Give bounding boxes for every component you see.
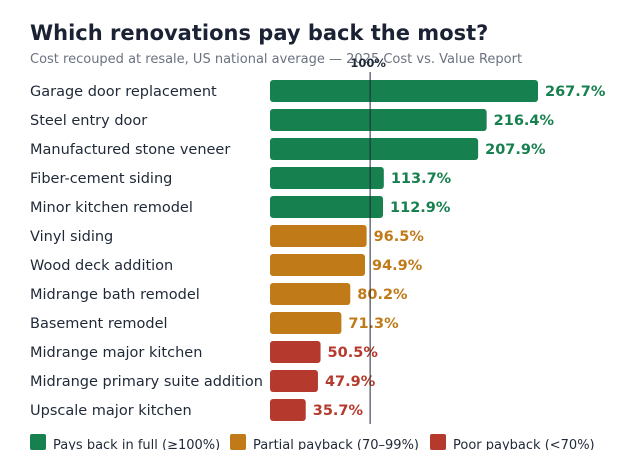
reference-line-label: 100% (350, 56, 386, 70)
chart-subtitle: Cost recouped at resale, US national ave… (30, 52, 522, 67)
bar (270, 370, 318, 392)
bar (270, 80, 538, 102)
value-label: 207.9% (485, 142, 546, 158)
category-label: Upscale major kitchen (30, 403, 192, 419)
category-label: Midrange major kitchen (30, 345, 202, 361)
bar (270, 312, 342, 334)
bar (270, 167, 384, 189)
bar (270, 109, 487, 131)
bar (270, 341, 321, 363)
value-label: 71.3% (348, 316, 399, 332)
bar (270, 138, 479, 160)
category-label: Steel entry door (30, 113, 147, 129)
value-label: 35.7% (313, 403, 364, 419)
category-label: Midrange bath remodel (30, 287, 200, 303)
category-label: Midrange primary suite addition (30, 374, 263, 390)
category-label: Vinyl siding (30, 229, 113, 245)
category-label: Minor kitchen remodel (30, 200, 193, 216)
value-label: 216.4% (494, 113, 555, 129)
bar (270, 254, 366, 276)
value-label: 267.7% (545, 84, 606, 100)
legend-label: Poor payback (<70%) (453, 438, 595, 450)
category-label: Garage door replacement (30, 84, 217, 100)
value-label: 94.9% (372, 258, 423, 274)
category-label: Fiber-cement siding (30, 171, 172, 187)
value-label: 96.5% (374, 229, 425, 245)
legend-swatch (430, 434, 446, 450)
bar (270, 399, 306, 421)
legend-swatch (230, 434, 246, 450)
chart-title: Which renovations pay back the most? (30, 21, 488, 45)
value-label: 112.9% (390, 200, 451, 216)
legend-label: Pays back in full (≥100%) (53, 438, 220, 450)
bar (270, 283, 351, 305)
category-label: Basement remodel (30, 316, 168, 332)
value-label: 80.2% (357, 287, 408, 303)
value-label: 47.9% (325, 374, 376, 390)
bars-group: Garage door replacement 267.7% Steel entry… (30, 80, 606, 421)
bar (270, 225, 367, 247)
legend-label: Partial payback (70–99%) (253, 438, 419, 450)
legend: Pays back in full (≥100%) Partial payback… (30, 434, 595, 450)
bar (270, 196, 384, 218)
value-label: 50.5% (328, 345, 379, 361)
legend-swatch (30, 434, 46, 450)
category-label: Wood deck addition (30, 258, 173, 274)
category-label: Manufactured stone veneer (30, 142, 230, 158)
value-label: 113.7% (391, 171, 452, 187)
